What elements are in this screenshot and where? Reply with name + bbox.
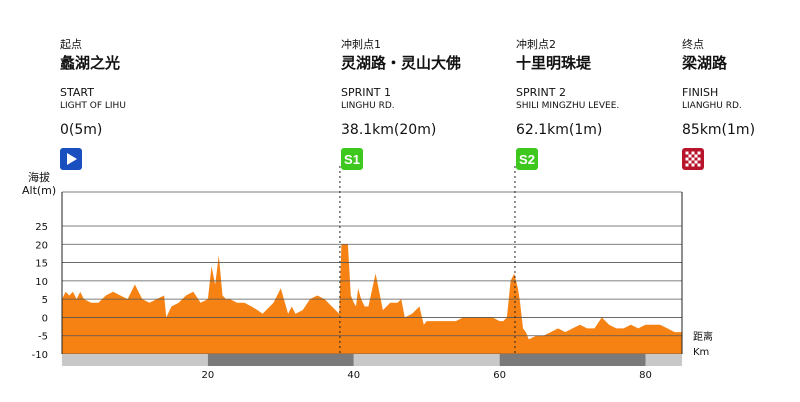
distance-band <box>207 354 354 366</box>
sprint-2-badge-label: S2 <box>519 152 535 167</box>
y-tick-label: 5 <box>42 295 48 306</box>
waypoint-start-en-name: LIGHT OF LIHU <box>60 101 126 111</box>
x-tick-label: 20 <box>202 370 215 381</box>
sprint-1-badge: S1 <box>341 148 363 170</box>
waypoint-start-zh-name: 蠡湖之光 <box>60 54 121 72</box>
x-tick-label: 80 <box>639 370 652 381</box>
waypoint-finish-type: FINISH <box>682 86 719 99</box>
waypoint-finish-en-name: LIANGHU RD. <box>682 101 742 111</box>
distance-band <box>62 354 208 366</box>
checkered-flag-icon <box>682 148 704 170</box>
waypoint-finish-zh-sub: 终点 <box>682 38 704 51</box>
waypoint-sprint-2-en-name: SHILI MINGZHU LEVEE. <box>516 101 620 111</box>
waypoint-finish-zh-name: 梁湖路 <box>682 54 728 72</box>
play-icon <box>60 148 82 170</box>
sprint-1-badge-label: S1 <box>344 152 360 167</box>
checker-square <box>691 151 695 155</box>
waypoint-start: 起点 蠡湖之光 START LIGHT OF LIHU 0(5m) <box>60 38 126 170</box>
checker-square <box>691 163 695 167</box>
waypoint-sprint-1: 冲刺点1 灵湖路・灵山大佛 SPRINT 1 LINGHU RD. 38.1km… <box>341 38 461 170</box>
y-tick-label: 25 <box>35 222 48 233</box>
sprint-2-badge: S2 <box>516 148 538 170</box>
checker-square <box>694 160 698 164</box>
waypoint-sprint-2-distance: 62.1km(1m) <box>516 122 603 138</box>
checker-square <box>685 157 689 161</box>
waypoint-sprint-1-zh-name: 灵湖路・灵山大佛 <box>341 54 462 72</box>
waypoint-sprint-2: 冲刺点2 十里明珠堤 SPRINT 2 SHILI MINGZHU LEVEE.… <box>516 38 619 170</box>
waypoint-sprint-2-type: SPRINT 2 <box>516 86 566 99</box>
waypoint-sprint-2-zh-sub: 冲刺点2 <box>516 38 556 51</box>
checker-square <box>688 154 692 158</box>
checker-square <box>697 151 701 155</box>
waypoint-sprint-1-en-name: LINGHU RD. <box>341 101 395 111</box>
waypoint-start-type: START <box>60 86 94 99</box>
play-icon-glyph <box>67 153 77 165</box>
x-axis-label-zh: 距离 <box>693 330 713 343</box>
waypoint-sprint-2-zh-name: 十里明珠堤 <box>516 54 592 72</box>
y-tick-label: 10 <box>35 277 48 288</box>
checker-square <box>688 160 692 164</box>
checker-square <box>685 163 689 167</box>
distance-band <box>499 354 646 366</box>
y-axis-label-en: Alt(m) <box>22 184 57 197</box>
checker-square <box>694 154 698 158</box>
waypoint-finish-distance: 85km(1m) <box>682 122 756 138</box>
y-tick-label: 20 <box>35 240 48 251</box>
y-axis-label-zh: 海拔 <box>28 171 50 184</box>
x-tick-label: 40 <box>347 370 360 381</box>
checker-square <box>697 163 701 167</box>
checkered-flag-icon-glyph <box>685 151 701 167</box>
checker-square <box>685 151 689 155</box>
waypoint-sprint-1-type: SPRINT 1 <box>341 86 391 99</box>
waypoint-finish: 终点 梁湖路 FINISH LIANGHU RD. 85km(1m) <box>682 38 755 170</box>
y-tick-label: 0 <box>42 313 48 324</box>
waypoint-start-zh-sub: 起点 <box>60 38 82 51</box>
checker-square <box>697 157 701 161</box>
x-tick-label: 60 <box>493 370 506 381</box>
waypoint-sprint-1-zh-sub: 冲刺点1 <box>341 38 381 51</box>
checker-square <box>691 157 695 161</box>
y-tick-label: -10 <box>32 350 48 361</box>
waypoint-start-distance: 0(5m) <box>60 122 103 138</box>
x-axis-label-en: Km <box>693 347 709 358</box>
distance-band <box>645 354 682 366</box>
y-tick-label: 15 <box>35 259 48 270</box>
waypoint-sprint-1-distance: 38.1km(20m) <box>341 122 437 138</box>
distance-band <box>353 354 500 366</box>
y-tick-label: -5 <box>38 332 48 343</box>
